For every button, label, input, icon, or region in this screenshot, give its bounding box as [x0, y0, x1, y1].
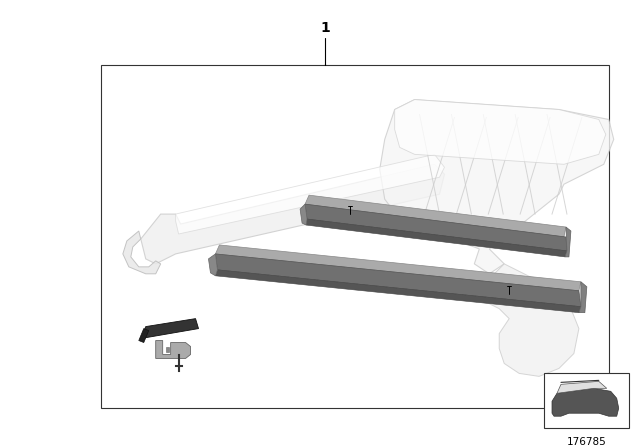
Polygon shape	[156, 340, 191, 358]
Polygon shape	[216, 270, 581, 313]
Polygon shape	[306, 219, 567, 257]
Bar	[101, 65, 609, 408]
Polygon shape	[579, 282, 587, 313]
Text: 176785: 176785	[566, 437, 606, 447]
Polygon shape	[552, 388, 619, 416]
Polygon shape	[305, 195, 566, 237]
Polygon shape	[141, 319, 198, 339]
Polygon shape	[305, 204, 567, 251]
Polygon shape	[395, 99, 606, 164]
Polygon shape	[479, 264, 579, 376]
Polygon shape	[380, 99, 614, 274]
Polygon shape	[123, 231, 161, 274]
Polygon shape	[216, 254, 581, 307]
Polygon shape	[141, 164, 444, 264]
Polygon shape	[216, 245, 581, 291]
Polygon shape	[209, 254, 218, 276]
Bar	[544, 373, 628, 428]
Polygon shape	[565, 227, 571, 257]
Text: 1: 1	[320, 21, 330, 35]
Polygon shape	[166, 346, 169, 353]
Polygon shape	[139, 328, 148, 343]
Polygon shape	[175, 154, 444, 234]
Polygon shape	[300, 204, 307, 225]
Polygon shape	[557, 381, 607, 393]
